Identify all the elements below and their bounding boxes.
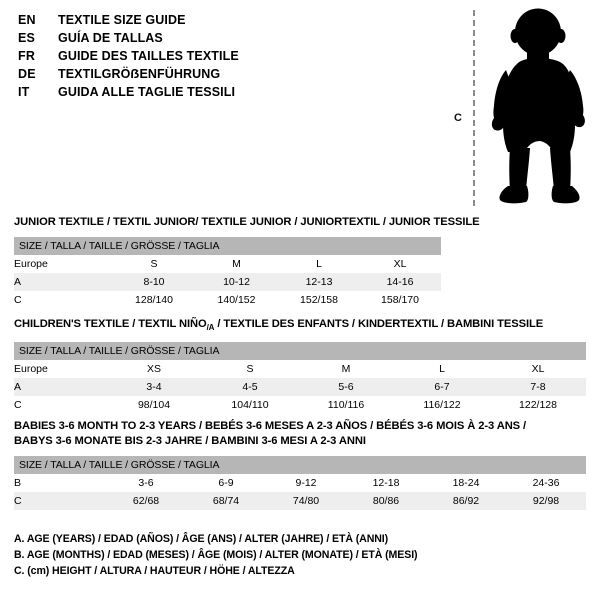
babies-size-table: SIZE / TALLA / TAILLE / GRÖSSE / TAGLIA … <box>14 456 586 510</box>
table-cell: 158/170 <box>359 291 441 309</box>
section-title: JUNIOR TEXTILE / TEXTIL JUNIOR/ TEXTILE … <box>14 216 480 228</box>
language-code: FR <box>18 49 36 63</box>
band-header-label: SIZE / TALLA / TAILLE / GRÖSSE / TAGLIA <box>14 237 441 255</box>
table-cell: S <box>114 255 194 273</box>
row-label: C <box>14 492 106 510</box>
row-label: B <box>14 474 106 492</box>
table-cell: 68/74 <box>186 492 266 510</box>
toddler-silhouette-icon <box>491 8 585 204</box>
table-cell: XL <box>490 360 586 378</box>
band-header-label: SIZE / TALLA / TAILLE / GRÖSSE / TAGLIA <box>14 456 586 474</box>
language-title: TEXTILGRÖẞENFÜHRUNG <box>58 67 221 81</box>
table-cell: 8-10 <box>114 273 194 291</box>
table-row: C 62/68 68/74 74/80 80/86 86/92 92/98 <box>14 492 586 510</box>
table-cell: 18-24 <box>426 474 506 492</box>
table-cell: 12-13 <box>279 273 359 291</box>
legend-line-b: B. AGE (MONTHS) / EDAD (MESES) / ÂGE (MO… <box>14 549 418 561</box>
section-title: CHILDREN'S TEXTILE / TEXTIL NIÑO/A / TEX… <box>14 317 586 335</box>
legend-line-c: C. (cm) HEIGHT / ALTURA / HAUTEUR / HÖHE… <box>14 565 295 577</box>
table-band-header-row: SIZE / TALLA / TAILLE / GRÖSSE / TAGLIA <box>14 342 586 360</box>
table-row: C 98/104 104/110 110/116 116/122 122/128 <box>14 396 586 414</box>
table-row: A 8-10 10-12 12-13 14-16 <box>14 273 441 291</box>
legend-line-a: A. AGE (YEARS) / EDAD (AÑOS) / ÂGE (ANS)… <box>14 533 389 545</box>
junior-size-table: SIZE / TALLA / TAILLE / GRÖSSE / TAGLIA … <box>14 237 441 309</box>
table-cell: 24-36 <box>506 474 586 492</box>
table-cell: 80/86 <box>346 492 426 510</box>
language-row: ES GUÍA DE TALLAS <box>18 31 418 49</box>
language-code: EN <box>18 13 36 27</box>
children-size-table: SIZE / TALLA / TAILLE / GRÖSSE / TAGLIA … <box>14 342 586 414</box>
table-cell: XS <box>106 360 202 378</box>
table-cell: 9-12 <box>266 474 346 492</box>
language-code: DE <box>18 67 36 81</box>
table-cell: L <box>394 360 490 378</box>
table-cell: 92/98 <box>506 492 586 510</box>
table-cell: 140/152 <box>194 291 279 309</box>
table-cell: M <box>298 360 394 378</box>
table-cell: 4-5 <box>202 378 298 396</box>
language-row: DE TEXTILGRÖẞENFÜHRUNG <box>18 67 418 85</box>
table-cell: S <box>202 360 298 378</box>
table-band-header-row: SIZE / TALLA / TAILLE / GRÖSSE / TAGLIA <box>14 456 586 474</box>
section-babies: BABIES 3-6 MONTH TO 2-3 YEARS / BEBÉS 3-… <box>14 419 586 510</box>
section-title-main: CHILDREN'S TEXTILE / TEXTIL NIÑO <box>14 318 207 330</box>
language-title: TEXTILE SIZE GUIDE <box>58 13 186 27</box>
language-row: IT GUIDA ALLE TAGLIE TESSILI <box>18 85 418 103</box>
section-children: CHILDREN'S TEXTILE / TEXTIL NIÑO/A / TEX… <box>14 317 586 414</box>
language-header: EN TEXTILE SIZE GUIDE ES GUÍA DE TALLAS … <box>18 13 418 103</box>
table-cell: 110/116 <box>298 396 394 414</box>
measure-label-c: C <box>454 112 462 124</box>
row-label: C <box>14 396 106 414</box>
dashed-measure-line <box>473 10 475 206</box>
table-row: B 3-6 6-9 9-12 12-18 18-24 24-36 <box>14 474 586 492</box>
section-title-tail: / TEXTILE DES ENFANTS / KINDERTEXTIL / B… <box>214 318 544 330</box>
table-cell: M <box>194 255 279 273</box>
table-cell: 86/92 <box>426 492 506 510</box>
table-cell: 3-6 <box>106 474 186 492</box>
table-row: Europe XS S M L XL <box>14 360 586 378</box>
table-cell: 6-7 <box>394 378 490 396</box>
table-cell: 98/104 <box>106 396 202 414</box>
table-cell: 62/68 <box>106 492 186 510</box>
row-label: A <box>14 273 114 291</box>
band-header-label: SIZE / TALLA / TAILLE / GRÖSSE / TAGLIA <box>14 342 586 360</box>
row-label: C <box>14 291 114 309</box>
legend-block: A. AGE (YEARS) / EDAD (AÑOS) / ÂGE (ANS)… <box>14 531 418 579</box>
row-label: Europe <box>14 360 106 378</box>
row-label: Europe <box>14 255 114 273</box>
table-cell: XL <box>359 255 441 273</box>
row-label: A <box>14 378 106 396</box>
section-junior: JUNIOR TEXTILE / TEXTIL JUNIOR/ TEXTILE … <box>14 215 480 309</box>
language-row: EN TEXTILE SIZE GUIDE <box>18 13 418 31</box>
table-row: Europe S M L XL <box>14 255 441 273</box>
section-title-line2: BABYS 3-6 MONATE BIS 2-3 JAHRE / BAMBINI… <box>14 435 366 447</box>
language-title: GUÍA DE TALLAS <box>58 31 163 45</box>
table-cell: 116/122 <box>394 396 490 414</box>
table-cell: 122/128 <box>490 396 586 414</box>
table-cell: 5-6 <box>298 378 394 396</box>
table-row: C 128/140 140/152 152/158 158/170 <box>14 291 441 309</box>
table-cell: 3-4 <box>106 378 202 396</box>
table-cell: 74/80 <box>266 492 346 510</box>
table-cell: 6-9 <box>186 474 266 492</box>
language-code: ES <box>18 31 36 45</box>
section-title: BABIES 3-6 MONTH TO 2-3 YEARS / BEBÉS 3-… <box>14 420 527 432</box>
table-cell: 12-18 <box>346 474 426 492</box>
table-band-header-row: SIZE / TALLA / TAILLE / GRÖSSE / TAGLIA <box>14 237 441 255</box>
language-row: FR GUIDE DES TAILLES TEXTILE <box>18 49 418 67</box>
height-figure-panel: C <box>440 8 595 208</box>
table-cell: 152/158 <box>279 291 359 309</box>
table-cell: 104/110 <box>202 396 298 414</box>
table-cell: 128/140 <box>114 291 194 309</box>
language-title: GUIDA ALLE TAGLIE TESSILI <box>58 85 236 99</box>
language-code: IT <box>18 85 30 99</box>
table-cell: 7-8 <box>490 378 586 396</box>
table-cell: L <box>279 255 359 273</box>
table-cell: 10-12 <box>194 273 279 291</box>
table-cell: 14-16 <box>359 273 441 291</box>
table-row: A 3-4 4-5 5-6 6-7 7-8 <box>14 378 586 396</box>
section-title-subscript: /A <box>206 323 215 332</box>
language-title: GUIDE DES TAILLES TEXTILE <box>58 49 239 63</box>
